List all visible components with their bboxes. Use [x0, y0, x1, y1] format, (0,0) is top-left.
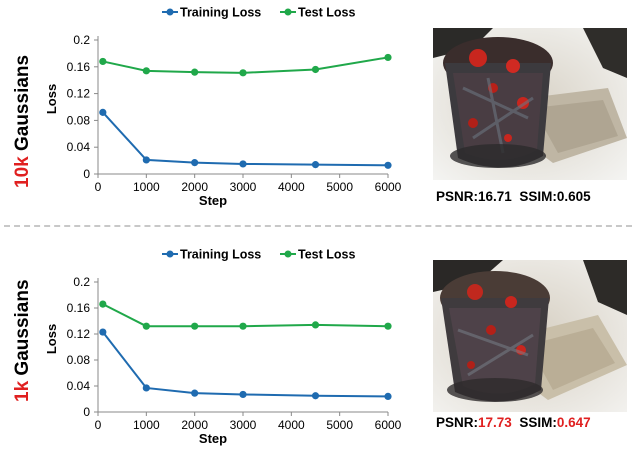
- data-point: [311, 65, 320, 74]
- data-point: [142, 384, 150, 392]
- data-point: [384, 322, 392, 330]
- data-point: [239, 69, 247, 77]
- x-tick-label: 3000: [230, 418, 257, 432]
- x-tick-label: 4000: [278, 180, 305, 194]
- series-line: [102, 56, 389, 74]
- ssim-value: 0.605: [556, 189, 591, 204]
- y-tick-label: 0: [83, 167, 90, 181]
- data-point: [99, 108, 107, 116]
- data-point: [239, 322, 247, 330]
- series-line: [102, 111, 389, 167]
- x-tick-label: 0: [95, 180, 102, 194]
- data-point: [142, 67, 150, 75]
- psnr-label: PSNR:: [436, 189, 479, 204]
- panel-10k: 10k Gaussians 0 0.04 0.08 0.12 0.16 0.2 0 1000 2…: [6, 0, 636, 209]
- data-point: [99, 328, 107, 336]
- render-image: [433, 260, 627, 412]
- x-tick-label: 3000: [230, 180, 257, 194]
- y-tick-label: 0.2: [73, 33, 90, 47]
- legend-marker: [284, 8, 292, 16]
- x-tick-label: 1000: [133, 180, 160, 194]
- legend-marker: [166, 8, 174, 16]
- render-image: [433, 28, 627, 180]
- data-point: [311, 321, 320, 329]
- y-tick-label: 0.16: [67, 301, 91, 315]
- x-tick-label: 5000: [326, 180, 353, 194]
- side-label: 1k Gaussians: [6, 226, 36, 426]
- data-point: [142, 156, 150, 164]
- x-axis-label: Step: [199, 431, 227, 446]
- legend-label: Training Loss: [180, 6, 261, 20]
- side-label: 10k Gaussians: [6, 0, 36, 200]
- data-point: [142, 322, 150, 330]
- x-tick-label: 4000: [278, 418, 305, 432]
- legend-marker: [166, 250, 174, 258]
- data-point: [191, 322, 199, 330]
- y-tick-label: 0.16: [67, 60, 91, 74]
- psnr-value: 16.71: [478, 189, 512, 204]
- data-point: [191, 389, 199, 397]
- data-point: [311, 161, 320, 169]
- x-tick-label: 6000: [375, 180, 402, 194]
- side-label-unit: Gaussians: [12, 55, 33, 156]
- series-line: [102, 303, 389, 328]
- y-axis-label: Loss: [44, 324, 59, 354]
- x-tick-label: 1000: [133, 418, 160, 432]
- side-label-count: 1k: [12, 380, 33, 402]
- y-tick-label: 0.2: [73, 275, 90, 289]
- x-tick-label: 6000: [375, 418, 402, 432]
- data-point: [99, 57, 107, 66]
- legend-label: Training Loss: [180, 248, 261, 262]
- panel-1k: 1k Gaussians 0 0.04 0.08 0.12 0.16 0.2 0 1000 20…: [0, 226, 637, 452]
- legend-label: Test Loss: [298, 248, 355, 262]
- dashed-divider: [4, 225, 632, 227]
- y-tick-label: 0.04: [67, 140, 91, 154]
- loss-chart: 0 0.04 0.08 0.12 0.16 0.2 0 1000 2000 3000 4000 500…: [44, 248, 402, 447]
- legend-label: Test Loss: [298, 6, 355, 20]
- legend-marker: [284, 250, 292, 258]
- data-point: [311, 392, 320, 400]
- svg-text:1k Gaussians: 1k Gaussians: [12, 279, 33, 402]
- y-tick-label: 0: [83, 405, 90, 419]
- psnr-label: PSNR:: [436, 415, 479, 430]
- y-axis-label: Loss: [44, 84, 59, 114]
- x-tick-label: 5000: [326, 418, 353, 432]
- x-axis-label: Step: [199, 193, 227, 208]
- side-label-unit: Gaussians: [12, 279, 33, 380]
- x-tick-label: 2000: [181, 418, 208, 432]
- side-label-count: 10k: [12, 156, 33, 188]
- data-point: [239, 390, 247, 399]
- metrics: PSNR:16.71 SSIM:0.605: [436, 189, 636, 204]
- data-point: [191, 159, 199, 167]
- data-point: [239, 160, 247, 168]
- data-point: [99, 300, 107, 308]
- ssim-label: SSIM:: [519, 189, 557, 204]
- y-tick-label: 0.08: [67, 353, 91, 367]
- y-tick-label: 0.08: [67, 113, 91, 127]
- y-tick-label: 0.12: [67, 327, 91, 341]
- x-tick-label: 2000: [181, 180, 208, 194]
- ssim-label: SSIM:: [519, 415, 557, 430]
- loss-chart: 0 0.04 0.08 0.12 0.16 0.2 0 1000 2000 3000 4000 500…: [44, 6, 402, 209]
- ssim-value: 0.647: [556, 415, 591, 430]
- series-line: [102, 331, 389, 398]
- psnr-value: 17.73: [478, 415, 512, 430]
- svg-text:10k Gaussians: 10k Gaussians: [12, 55, 33, 188]
- data-point: [384, 161, 392, 169]
- y-tick-label: 0.04: [67, 379, 91, 393]
- data-point: [384, 53, 392, 62]
- data-point: [384, 392, 392, 400]
- metrics: PSNR:17.73 SSIM:0.647: [436, 415, 636, 430]
- y-tick-label: 0.12: [67, 87, 91, 101]
- data-point: [191, 68, 199, 76]
- x-tick-label: 0: [95, 418, 102, 432]
